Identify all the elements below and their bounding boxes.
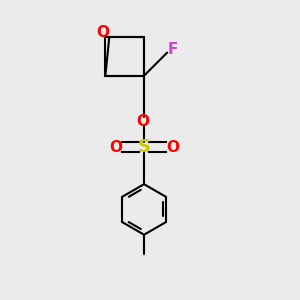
Text: S: S (138, 138, 151, 156)
Text: O: O (96, 25, 109, 40)
Text: O: O (166, 140, 179, 154)
Text: O: O (136, 114, 149, 129)
Text: O: O (109, 140, 122, 154)
Text: F: F (168, 42, 178, 57)
